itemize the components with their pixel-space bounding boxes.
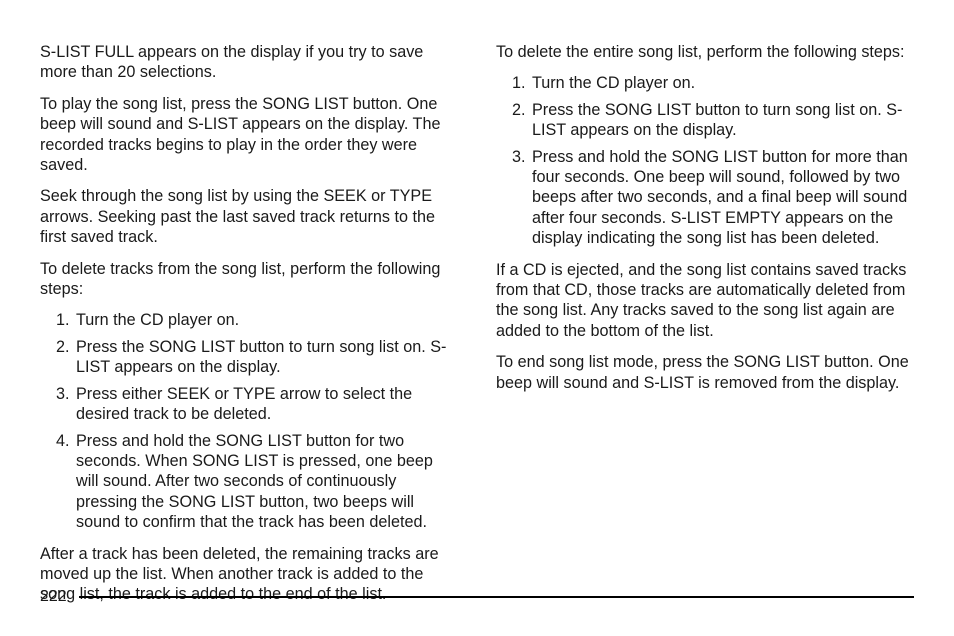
left-column: S-LIST FULL appears on the display if yo… <box>40 42 458 616</box>
manual-page: S-LIST FULL appears on the display if yo… <box>0 0 954 636</box>
list-item: Turn the CD player on. <box>74 310 458 330</box>
list-item: Turn the CD player on. <box>530 73 914 93</box>
paragraph: To play the song list, press the SONG LI… <box>40 94 458 176</box>
page-footer: 222 <box>40 588 914 606</box>
paragraph: To delete tracks from the song list, per… <box>40 259 458 300</box>
paragraph: S-LIST FULL appears on the display if yo… <box>40 42 458 83</box>
list-item: Press the SONG LIST button to turn song … <box>530 100 914 141</box>
paragraph: If a CD is ejected, and the song list co… <box>496 260 914 342</box>
list-item: Press and hold the SONG LIST button for … <box>74 431 458 533</box>
delete-track-steps: Turn the CD player on. Press the SONG LI… <box>40 310 458 532</box>
delete-list-steps: Turn the CD player on. Press the SONG LI… <box>496 73 914 248</box>
content-columns: S-LIST FULL appears on the display if yo… <box>40 42 914 616</box>
page-number: 222 <box>40 588 79 606</box>
paragraph: To end song list mode, press the SONG LI… <box>496 352 914 393</box>
right-column: To delete the entire song list, perform … <box>496 42 914 616</box>
list-item: Press either SEEK or TYPE arrow to selec… <box>74 384 458 425</box>
list-item: Press and hold the SONG LIST button for … <box>530 147 914 249</box>
paragraph: To delete the entire song list, perform … <box>496 42 914 62</box>
list-item: Press the SONG LIST button to turn song … <box>74 337 458 378</box>
paragraph: Seek through the song list by using the … <box>40 186 458 247</box>
footer-rule <box>79 596 914 598</box>
